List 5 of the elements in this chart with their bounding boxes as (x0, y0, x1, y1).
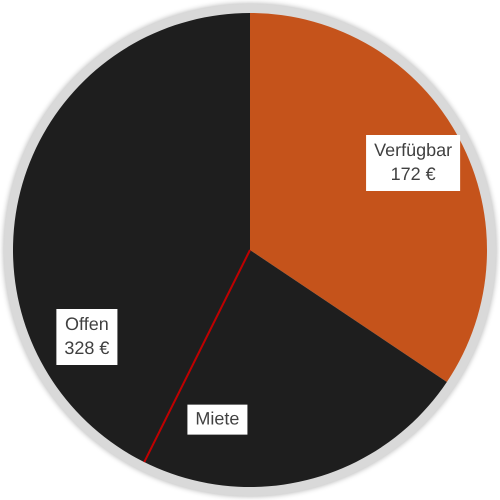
text: Miete (195, 408, 240, 429)
slice-label: Verfügbar (374, 140, 452, 160)
data-label: 172 € (390, 164, 436, 184)
slice-label: Offen (65, 314, 109, 334)
data-label: 328 € (64, 338, 110, 358)
